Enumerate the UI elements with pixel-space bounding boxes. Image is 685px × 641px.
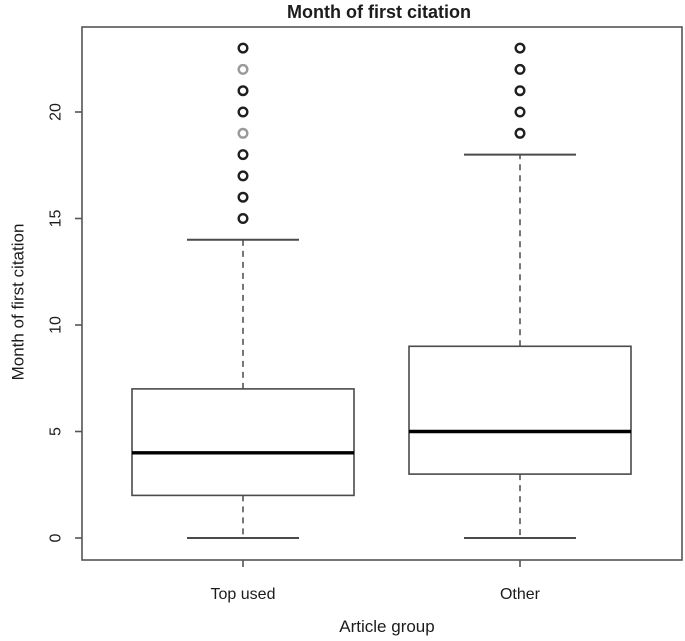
chart-title: Month of first citation	[287, 2, 471, 22]
outlier-point	[514, 106, 526, 118]
outlier-point	[514, 42, 526, 54]
outlier-point	[514, 85, 526, 97]
outlier-point	[237, 212, 249, 224]
y-tick-label: 15	[48, 210, 65, 228]
outlier-point	[514, 63, 526, 75]
y-axis-label: Month of first citation	[9, 224, 28, 381]
x-tick-label: Top used	[211, 586, 276, 603]
x-tick-label: Other	[500, 586, 541, 603]
outlier-point	[237, 106, 249, 118]
iqr-box	[408, 345, 632, 475]
outlier-point	[514, 127, 526, 139]
plot-border	[81, 26, 683, 561]
outlier-point	[237, 85, 249, 97]
outlier-point	[237, 170, 249, 182]
iqr-box	[131, 388, 355, 497]
outlier-point	[237, 42, 249, 54]
y-tick-label: 5	[48, 427, 65, 436]
y-tick-label: 0	[48, 533, 65, 542]
outlier-point	[237, 127, 249, 139]
y-tick-label: 10	[48, 316, 65, 334]
outlier-point	[237, 63, 249, 75]
x-axis-label: Article group	[339, 617, 434, 636]
outlier-point	[237, 191, 249, 203]
outlier-point	[237, 149, 249, 161]
y-tick-label: 20	[48, 103, 65, 121]
